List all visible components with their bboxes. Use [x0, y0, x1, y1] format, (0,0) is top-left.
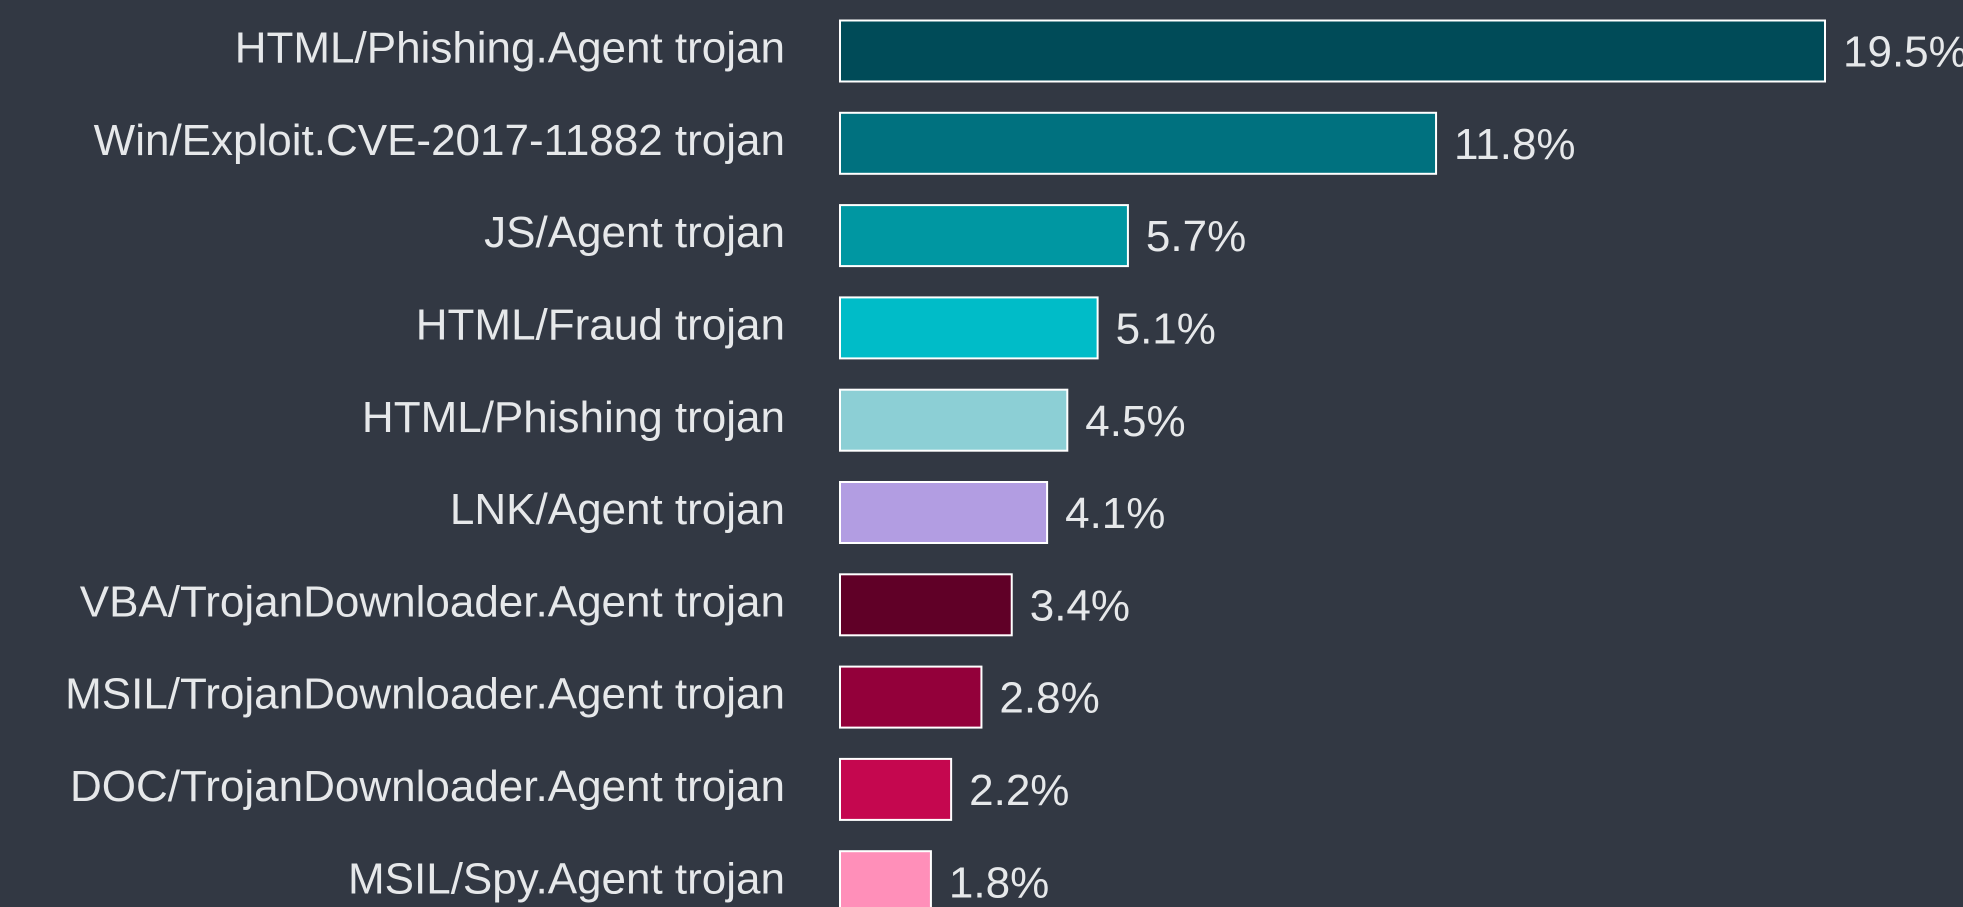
bar — [839, 19, 1826, 83]
value-label: 2.8% — [999, 674, 1099, 723]
bar — [839, 111, 1438, 175]
category-label: JS/Agent trojan — [484, 208, 785, 257]
value-label: 11.8% — [1454, 120, 1576, 169]
bar — [839, 665, 983, 729]
bar — [839, 573, 1013, 637]
bar — [839, 850, 932, 907]
value-label: 5.7% — [1146, 212, 1246, 261]
bar — [839, 204, 1129, 268]
category-label: MSIL/Spy.Agent trojan — [348, 854, 785, 903]
bar — [839, 296, 1099, 360]
bar — [839, 481, 1049, 544]
category-label: Win/Exploit.CVE-2017-11882 trojan — [94, 116, 785, 165]
category-label: HTML/Fraud trojan — [416, 301, 785, 350]
value-label: 4.5% — [1085, 397, 1185, 446]
category-label: VBA/TrojanDownloader.Agent trojan — [80, 577, 785, 626]
value-label: 4.1% — [1065, 489, 1165, 538]
category-label: LNK/Agent trojan — [450, 485, 785, 534]
value-label: 3.4% — [1030, 581, 1130, 630]
category-label: DOC/TrojanDownloader.Agent trojan — [70, 762, 785, 811]
value-label: 19.5% — [1843, 28, 1963, 77]
category-label: HTML/Phishing.Agent trojan — [235, 24, 785, 73]
category-label: MSIL/TrojanDownloader.Agent trojan — [65, 670, 785, 719]
bar — [839, 388, 1069, 452]
category-label: HTML/Phishing trojan — [362, 393, 785, 442]
value-label: 2.2% — [969, 766, 1069, 815]
bar — [839, 757, 953, 821]
value-label: 5.1% — [1116, 305, 1216, 354]
value-label: 1.8% — [949, 858, 1049, 907]
